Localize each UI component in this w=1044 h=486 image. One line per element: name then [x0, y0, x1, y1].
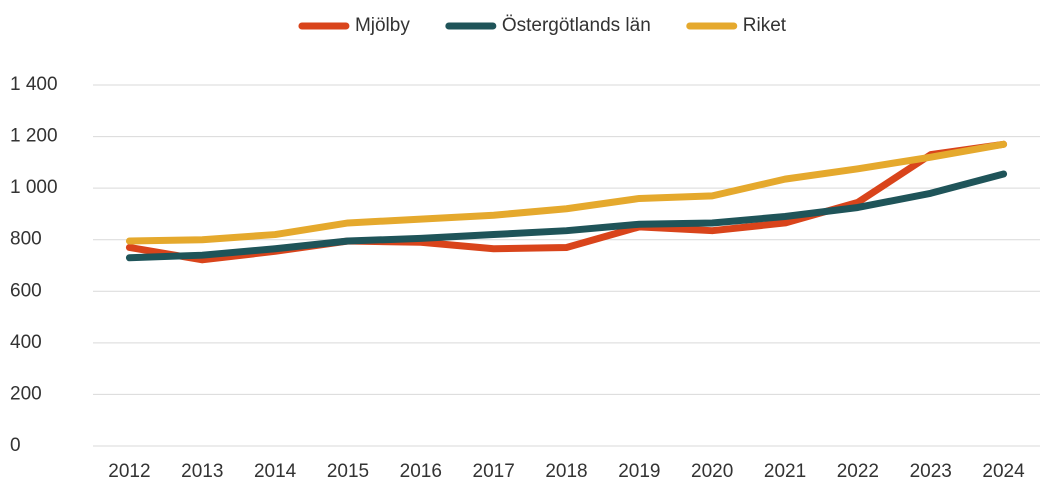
x-tick-label: 2023: [910, 461, 952, 482]
x-tick-label: 2012: [108, 461, 150, 482]
y-tick-label: 600: [10, 280, 42, 301]
x-tick-label: 2013: [181, 461, 223, 482]
x-tick-label: 2021: [764, 461, 806, 482]
x-tick-label: 2018: [545, 461, 587, 482]
y-tick-label: 200: [10, 383, 42, 404]
y-tick-label: 800: [10, 229, 42, 250]
x-tick-label: 2019: [618, 461, 660, 482]
x-tick-label: 2015: [327, 461, 369, 482]
line-series: [125, 170, 1008, 262]
y-tick-label: 0: [10, 435, 21, 456]
x-tick-label: 2024: [982, 461, 1025, 482]
x-tick-label: 2020: [691, 461, 733, 482]
legend-label: Östergötlands län: [502, 15, 651, 36]
x-tick-label: 2022: [837, 461, 879, 482]
y-tick-label: 400: [10, 332, 42, 353]
y-tick-label: 1 000: [10, 177, 58, 198]
legend-label: Mjölby: [355, 15, 410, 36]
line-series: [125, 140, 1008, 245]
x-tick-label: 2014: [254, 461, 297, 482]
x-tick-label: 2016: [400, 461, 442, 482]
y-tick-label: 1 400: [10, 74, 58, 95]
y-tick-label: 1 200: [10, 126, 58, 147]
legend-label: Riket: [743, 15, 787, 36]
x-tick-label: 2017: [473, 461, 515, 482]
